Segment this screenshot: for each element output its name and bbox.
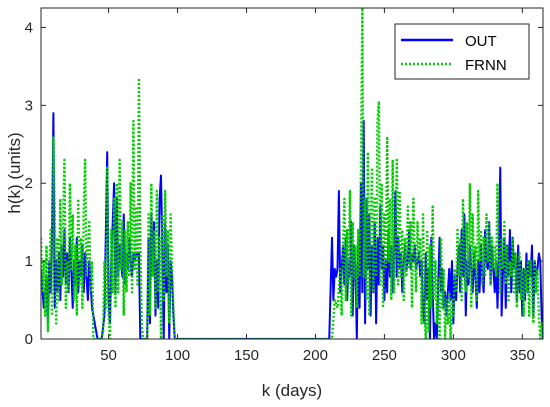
legend: OUT FRNN xyxy=(394,23,530,80)
x-tick-label: 100 xyxy=(165,347,190,364)
x-tick-label: 150 xyxy=(234,347,259,364)
series-layer xyxy=(41,8,543,339)
y-tick-label: 4 xyxy=(25,19,33,36)
x-axis-ticks: 50 100 150 200 250 300 350 xyxy=(100,8,535,364)
y-tick-label: 2 xyxy=(25,175,33,192)
x-tick-label: 300 xyxy=(441,347,466,364)
x-tick-label: 200 xyxy=(303,347,328,364)
legend-label-out: OUT xyxy=(465,33,497,50)
legend-label-frnn: FRNN xyxy=(465,57,507,74)
legend-box xyxy=(394,23,530,80)
axes-box xyxy=(40,7,544,340)
y-tick-label: 3 xyxy=(25,97,33,114)
x-tick-label: 350 xyxy=(510,347,535,364)
y-tick-label: 0 xyxy=(25,331,33,348)
series-line-frnn xyxy=(41,8,543,339)
x-tick-label: 50 xyxy=(100,347,117,364)
x-axis-label: k (days) xyxy=(262,381,322,400)
x-tick-label: 250 xyxy=(372,347,397,364)
y-tick-label: 1 xyxy=(25,253,33,270)
y-axis-ticks: 0 1 2 3 4 xyxy=(25,19,543,348)
plot-area xyxy=(40,7,544,340)
y-axis-label: h(k) (units) xyxy=(5,132,24,213)
